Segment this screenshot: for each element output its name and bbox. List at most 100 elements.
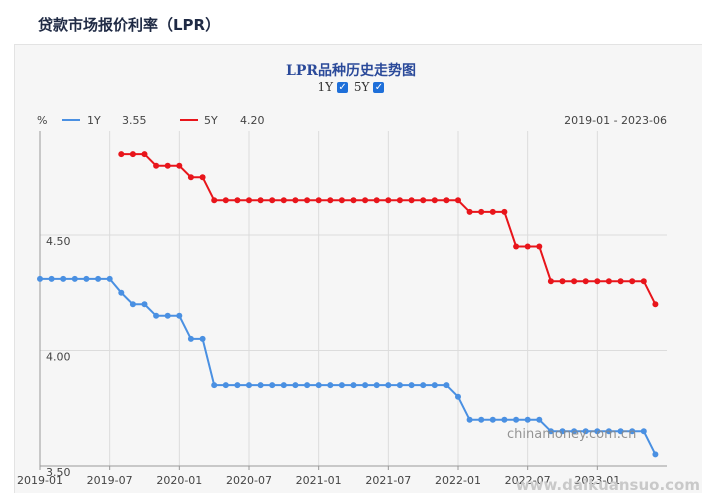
data-point-5y <box>222 197 229 204</box>
data-point-1y <box>547 428 554 435</box>
data-point-5y <box>408 197 415 204</box>
data-point-1y <box>629 428 636 435</box>
data-point-5y <box>211 197 218 204</box>
data-point-5y <box>269 197 276 204</box>
data-point-1y <box>385 382 392 389</box>
y-unit-label: % <box>37 114 47 127</box>
checkbox-5y[interactable]: ✓ <box>373 81 385 93</box>
data-point-1y <box>338 382 345 389</box>
data-point-5y <box>478 208 485 215</box>
data-point-1y <box>350 382 357 389</box>
watermark-chinamoney: chinamoney.com.cn <box>507 427 636 442</box>
data-point-1y <box>37 275 43 282</box>
data-point-1y <box>640 428 647 435</box>
x-tick-label: 2023-01 <box>574 474 620 487</box>
data-point-1y <box>153 312 160 319</box>
data-point-1y <box>129 301 136 308</box>
data-point-5y <box>280 197 287 204</box>
data-point-1y <box>594 428 601 435</box>
x-tick-label: 2022-01 <box>435 474 481 487</box>
data-point-1y <box>95 275 102 282</box>
data-point-5y <box>176 162 183 169</box>
data-point-5y <box>315 197 322 204</box>
data-point-5y <box>164 162 171 169</box>
data-point-1y <box>396 382 403 389</box>
data-point-5y <box>466 208 473 215</box>
data-point-1y <box>524 416 531 423</box>
toggle-5y-label: 5Y <box>353 80 370 94</box>
data-point-1y <box>652 451 659 458</box>
data-point-5y <box>536 243 543 250</box>
data-point-1y <box>536 416 543 423</box>
chart-panel <box>14 44 702 493</box>
data-point-5y <box>605 278 612 285</box>
data-point-1y <box>176 312 183 319</box>
x-tick-label: 2019-07 <box>87 474 133 487</box>
data-point-5y <box>396 197 403 204</box>
data-point-5y <box>582 278 589 285</box>
data-point-5y <box>338 197 345 204</box>
data-point-5y <box>443 197 450 204</box>
data-point-1y <box>315 382 322 389</box>
data-point-1y <box>513 416 520 423</box>
data-point-5y <box>141 151 148 158</box>
data-point-1y <box>373 382 380 389</box>
series-toggles: 1Y ✓ 5Y ✓ <box>0 80 702 94</box>
data-point-1y <box>269 382 276 389</box>
data-point-5y <box>199 174 206 181</box>
data-point-1y <box>83 275 90 282</box>
data-point-1y <box>280 382 287 389</box>
data-point-1y <box>164 312 171 319</box>
data-point-1y <box>48 275 55 282</box>
data-point-1y <box>582 428 589 435</box>
y-tick-label: 4.00 <box>46 350 71 363</box>
data-point-1y <box>292 382 299 389</box>
data-point-1y <box>199 335 206 342</box>
data-point-5y <box>431 197 438 204</box>
toggle-1y-label: 1Y <box>317 80 334 94</box>
data-point-1y <box>106 275 113 282</box>
toggle-1y[interactable]: 1Y ✓ <box>318 80 349 94</box>
data-point-5y <box>513 243 520 250</box>
data-point-1y <box>443 382 450 389</box>
data-point-1y <box>257 382 264 389</box>
data-point-5y <box>373 197 380 204</box>
data-point-1y <box>211 382 218 389</box>
data-point-5y <box>559 278 566 285</box>
date-range-label: 2019-01 - 2023-06 <box>564 114 667 127</box>
data-point-1y <box>362 382 369 389</box>
data-point-5y <box>629 278 636 285</box>
x-tick-label: 2019-01 <box>17 474 63 487</box>
toggle-5y[interactable]: 5Y ✓ <box>354 80 385 94</box>
data-point-5y <box>350 197 357 204</box>
data-point-1y <box>489 416 496 423</box>
data-point-5y <box>455 197 461 204</box>
data-point-5y <box>292 197 299 204</box>
data-point-1y <box>431 382 438 389</box>
data-point-1y <box>478 416 485 423</box>
series-group <box>37 151 659 458</box>
data-point-5y <box>118 151 125 158</box>
x-tick-label: 2021-01 <box>296 474 342 487</box>
data-point-1y <box>559 428 566 435</box>
data-point-5y <box>640 278 647 285</box>
x-tick-label: 2022-07 <box>505 474 551 487</box>
data-point-5y <box>594 278 601 285</box>
data-point-1y <box>71 275 78 282</box>
checkbox-1y[interactable]: ✓ <box>337 81 349 93</box>
data-point-1y <box>187 335 194 342</box>
data-point-1y <box>408 382 415 389</box>
data-point-1y <box>466 416 473 423</box>
data-point-1y <box>327 382 334 389</box>
data-point-1y <box>60 275 67 282</box>
data-point-5y <box>547 278 554 285</box>
data-point-1y <box>605 428 612 435</box>
data-point-5y <box>129 151 136 158</box>
chart-title: LPR品种历史走势图 <box>285 63 416 79</box>
data-point-5y <box>524 243 531 250</box>
data-point-1y <box>571 428 578 435</box>
data-point-5y <box>617 278 624 285</box>
data-point-1y <box>501 416 508 423</box>
data-point-5y <box>234 197 241 204</box>
